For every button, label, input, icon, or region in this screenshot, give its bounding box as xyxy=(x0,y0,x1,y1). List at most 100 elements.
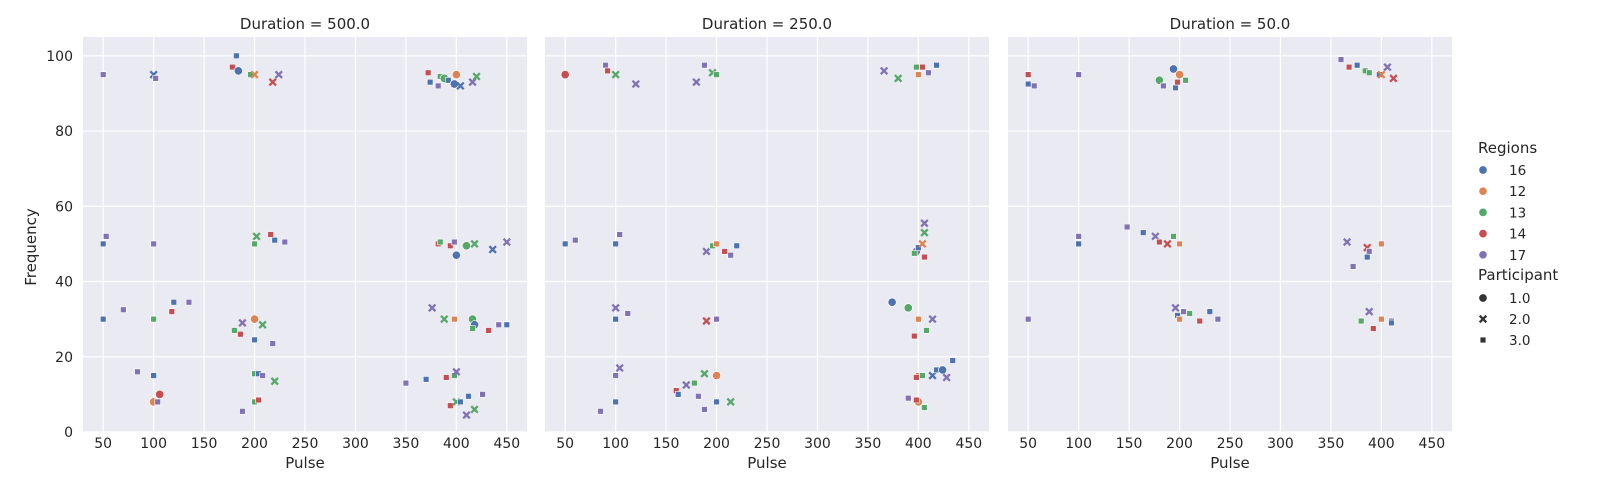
x-tick-label: 350 xyxy=(1318,436,1345,452)
data-point xyxy=(923,327,930,334)
x-tick-label: 100 xyxy=(1065,436,1092,452)
data-point xyxy=(674,391,682,398)
data-point xyxy=(887,297,897,307)
data-point xyxy=(1383,62,1392,72)
x-axis-label: Pulse xyxy=(747,454,787,472)
x-tick-label: 400 xyxy=(443,436,470,452)
x-axis-label: Pulse xyxy=(285,454,325,472)
data-point xyxy=(479,391,486,398)
data-point xyxy=(1024,71,1032,78)
panel-title: Duration = 250.0 xyxy=(702,15,832,33)
data-point xyxy=(456,81,465,91)
scatter-points xyxy=(560,62,956,415)
facet-panels: Duration = 500.050 100 150 200 250 300 350 400 4… xyxy=(46,15,1452,472)
y-tick-label: 0 xyxy=(64,425,73,441)
data-point xyxy=(1024,315,1032,323)
data-point xyxy=(561,240,569,248)
data-point xyxy=(238,318,247,328)
data-point xyxy=(920,219,929,228)
data-point xyxy=(434,82,442,90)
data-point xyxy=(1377,70,1386,79)
data-point xyxy=(469,325,476,332)
facet-panel-3: Duration = 50.0 50 100 150 200 250 300 350 400 45… xyxy=(1008,15,1452,472)
x-tick-label: 50 xyxy=(1019,436,1037,452)
data-point xyxy=(624,310,631,317)
data-point xyxy=(1353,62,1361,69)
data-point xyxy=(267,231,274,238)
data-point xyxy=(402,379,410,387)
x-tick-label: 150 xyxy=(1116,436,1143,452)
data-point xyxy=(1206,308,1214,315)
data-point xyxy=(150,372,157,379)
x-tick-label: 150 xyxy=(191,436,218,452)
data-point xyxy=(713,71,720,78)
panel-title: Duration = 500.0 xyxy=(240,15,370,33)
data-point xyxy=(502,237,511,247)
legend-marker xyxy=(1478,250,1488,260)
data-point xyxy=(451,250,461,260)
data-point xyxy=(1075,240,1082,248)
data-point xyxy=(451,238,458,246)
x-tick-label: 400 xyxy=(905,436,932,452)
data-point xyxy=(701,62,708,69)
data-point xyxy=(239,408,246,415)
data-point xyxy=(428,303,437,312)
legend-marker xyxy=(1479,336,1487,344)
data-point xyxy=(1171,303,1180,312)
data-point xyxy=(560,70,570,80)
data-point xyxy=(154,398,161,406)
x-tick-label: 350 xyxy=(855,436,882,452)
data-point xyxy=(920,228,929,237)
data-point xyxy=(470,239,479,249)
x-tick-label: 400 xyxy=(1368,436,1395,452)
data-point xyxy=(120,306,127,313)
legend-marker xyxy=(1478,314,1488,324)
data-point xyxy=(250,70,259,79)
data-point xyxy=(928,315,937,324)
data-point xyxy=(915,315,922,323)
x-tick-label: 200 xyxy=(703,436,730,452)
data-point xyxy=(185,299,193,306)
legend-label: 13 xyxy=(1509,205,1526,221)
data-point xyxy=(447,402,454,409)
data-point xyxy=(1174,78,1181,86)
data-point xyxy=(915,71,922,78)
x-tick-label: 300 xyxy=(342,436,369,452)
data-point xyxy=(1366,69,1373,76)
data-point xyxy=(269,340,276,347)
data-point xyxy=(928,371,937,380)
data-point xyxy=(251,240,258,248)
x-tick-label: 100 xyxy=(140,436,167,452)
data-point xyxy=(949,357,956,364)
scatter-points xyxy=(99,52,511,420)
data-point xyxy=(457,398,464,406)
data-point xyxy=(488,245,497,254)
y-tick-label: 40 xyxy=(55,275,73,291)
data-point xyxy=(938,365,948,375)
data-point xyxy=(1389,74,1398,83)
data-point xyxy=(1172,84,1179,91)
data-point xyxy=(921,404,928,411)
data-point xyxy=(1024,80,1032,88)
data-point xyxy=(259,372,266,379)
data-point xyxy=(445,77,452,84)
x-tick-label: 250 xyxy=(1217,436,1244,452)
data-point xyxy=(612,240,619,248)
legend-label: 17 xyxy=(1509,248,1526,264)
data-point xyxy=(615,363,624,373)
data-point xyxy=(913,63,920,71)
y-tick-label: 80 xyxy=(55,124,73,140)
data-point xyxy=(631,79,640,89)
data-point xyxy=(1176,240,1183,248)
legend: Regions 16 12 13 14 17 Participant 1.0 2.0 3.0 xyxy=(1478,139,1558,349)
data-point xyxy=(1370,325,1377,332)
x-tick-label: 200 xyxy=(241,436,268,452)
data-point xyxy=(1168,64,1179,74)
data-point xyxy=(919,372,926,379)
data-point xyxy=(485,327,492,334)
legend-label: 2.0 xyxy=(1509,312,1530,328)
data-point xyxy=(1378,315,1385,323)
x-tick-label: 350 xyxy=(393,436,420,452)
data-point xyxy=(249,314,260,324)
data-point xyxy=(1031,82,1038,90)
